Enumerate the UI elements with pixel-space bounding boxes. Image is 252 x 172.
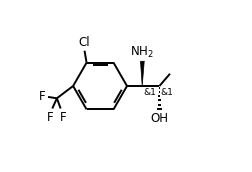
- Text: NH$_2$: NH$_2$: [130, 45, 154, 60]
- Text: &1: &1: [142, 88, 155, 97]
- Text: F: F: [59, 111, 66, 124]
- Text: F: F: [39, 90, 46, 103]
- Text: Cl: Cl: [78, 36, 90, 49]
- Text: OH: OH: [150, 112, 168, 125]
- Text: &1: &1: [160, 88, 172, 97]
- Text: F: F: [47, 111, 53, 124]
- Polygon shape: [140, 61, 144, 86]
